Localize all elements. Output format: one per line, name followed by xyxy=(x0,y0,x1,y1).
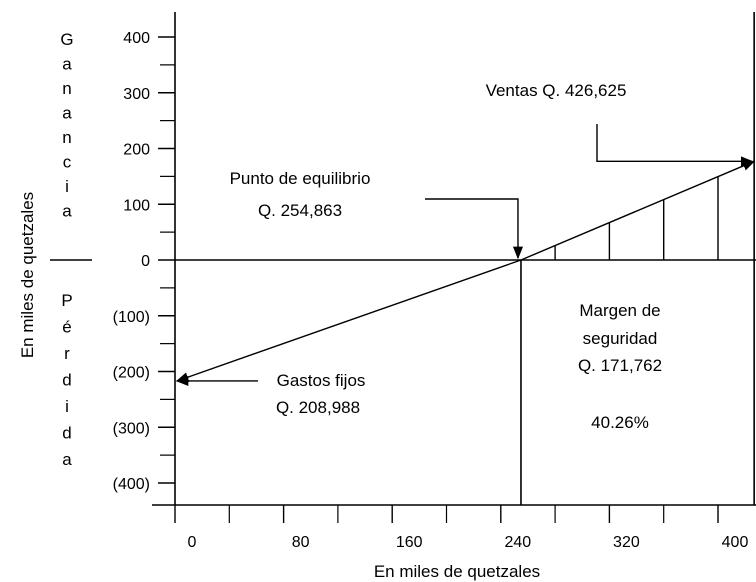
x-tick-label: 320 xyxy=(613,534,640,551)
y-tick-label: 400 xyxy=(123,30,150,47)
y-tick-label: (200) xyxy=(113,365,150,382)
annotation-margen-line2: seguridad xyxy=(583,329,658,348)
ganancia-letter: G xyxy=(60,30,73,49)
perdida-letter: r xyxy=(64,344,70,363)
profit-line xyxy=(520,160,756,261)
perdida-letter: a xyxy=(62,450,72,469)
x-tick-label: 400 xyxy=(722,534,749,551)
annotation-margen-line3: Q. 171,762 xyxy=(578,356,662,375)
y-tick-label: (400) xyxy=(113,476,150,493)
annotation-ventas: Ventas Q. 426,625 xyxy=(486,81,627,100)
chart-marks xyxy=(175,12,756,505)
x-tick-label: 0 xyxy=(188,534,197,551)
equilibrio-arrow xyxy=(425,198,524,260)
x-tick-label: 80 xyxy=(292,534,310,551)
y-tick-label: (300) xyxy=(113,420,150,437)
annotation-equilibrio-line2: Q. 254,863 xyxy=(258,201,342,220)
x-tick-label: 160 xyxy=(396,534,423,551)
annotation-gastos-line2: Q. 208,988 xyxy=(276,398,360,417)
ganancia-letter: i xyxy=(65,177,69,196)
x-tick-label: 240 xyxy=(504,534,531,551)
ganancia-letter: n xyxy=(62,79,71,98)
perdida-letter: d xyxy=(62,371,71,390)
y-tick-label: 200 xyxy=(123,142,150,159)
perdida-letter: é xyxy=(62,318,71,337)
ventas-arrow xyxy=(596,124,754,167)
annotation-equilibrio-line1: Punto de equilibrio xyxy=(230,169,371,188)
chart-ticks: 400 300 200 100 0 (100) (200) (300) (400) 0 80 160 2… xyxy=(113,30,749,551)
x-axis-label: En miles de quetzales xyxy=(374,562,540,581)
ganancia-letter: a xyxy=(62,202,72,221)
ganancia-letter: a xyxy=(62,55,72,74)
annotation-margen-line1: Margen de xyxy=(579,301,660,320)
annotation-percentage: 40.26% xyxy=(591,413,649,432)
y-tick-label: 300 xyxy=(123,86,150,103)
ganancia-letter: c xyxy=(63,153,72,172)
perdida-letter: i xyxy=(65,397,69,416)
annotation-gastos-line1: Gastos fijos xyxy=(277,371,366,390)
y-axis-label: En miles de quetzales xyxy=(18,192,37,358)
ganancia-letter: n xyxy=(62,128,71,147)
chart-axes xyxy=(50,12,756,506)
perdida-letter: d xyxy=(62,424,71,443)
loss-line xyxy=(175,259,522,382)
perdida-letter: P xyxy=(61,291,72,310)
ganancia-letter: a xyxy=(62,104,72,123)
y-tick-label: 100 xyxy=(123,197,150,214)
y-tick-label: 0 xyxy=(141,253,150,270)
y-tick-label: (100) xyxy=(113,309,150,326)
